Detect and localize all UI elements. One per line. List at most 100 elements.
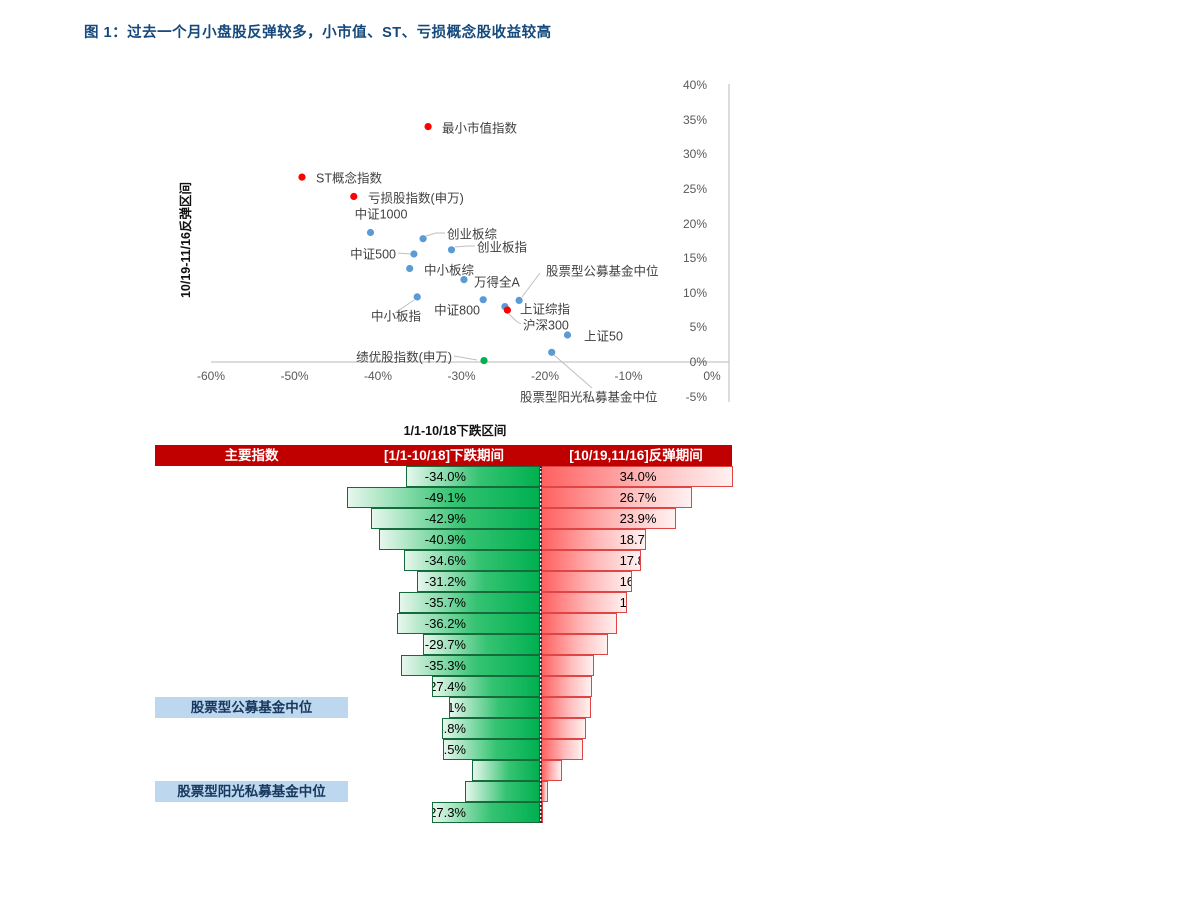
y-axis-title: 10/19-11/16反弹区间 [179,181,193,299]
point-label: 股票型阳光私募基金中位 [520,390,658,405]
scatter-point [548,348,556,356]
point-label: ST概念指数 [316,171,382,186]
x-tick-label: -40% [363,369,392,383]
label-leader-line [394,299,415,314]
scatter-point [503,306,511,314]
down-value: -40.9% [424,532,466,547]
up-value: 18.7% [619,532,646,547]
point-label: 创业板综 [447,227,498,242]
table-row: -42.9% 23.9% [155,508,732,529]
down-value: -23.1% [449,700,466,715]
row-index-name: 股票型公募基金中位 [155,697,348,718]
label-leader-line [454,245,475,248]
table-row: -27.3% [155,802,732,823]
up-bar: 18.7% [541,529,647,550]
table-row: -31.2% 16.2% [155,571,732,592]
down-bar: -49.1% [346,487,540,508]
table-row: 股票型公募基金中位 -23.1% [155,697,732,718]
down-bar: -34.6% [403,550,540,571]
point-label: 中证500 [350,247,396,262]
up-bar [541,781,549,802]
scatter-point [298,173,306,181]
x-tick-label: -20% [530,369,559,383]
point-label: 中小板综 [424,263,475,278]
down-bar: -34.0% [406,466,540,487]
down-bar: -24.5% [443,739,540,760]
x-tick-label: -10% [614,369,643,383]
label-leader-line [521,272,541,298]
up-bar [541,613,618,634]
up-value: 17.8% [619,553,641,568]
scatter-point [480,357,488,365]
table-row: -35.3% [155,655,732,676]
down-bar: -27.3% [432,802,540,823]
table-row: -49.1% 26.7% [155,487,732,508]
y-tick-label: -5% [685,389,707,404]
scatter-point [563,331,572,339]
down-value: -42.9% [424,511,466,526]
down-bar [471,760,540,781]
point-label: 绩优股指数(申万) [356,350,452,365]
up-bar [541,718,587,739]
up-bar: 34.0% [541,466,733,487]
up-bar [541,655,594,676]
point-label: 上证50 [584,329,623,344]
up-bar [541,634,609,655]
down-value: -27.4% [433,679,466,694]
point-label: 上证综指 [520,302,571,317]
down-value: -24.8% [443,721,466,736]
header-rebound-period: [10/19,11/16]反弹期间 [569,448,703,463]
table-row: 股票型阳光私募基金中位 [155,781,732,802]
up-bar: 23.9% [541,508,676,529]
table-row [155,760,732,781]
up-value: 34.0% [619,469,657,484]
scatter-point [406,264,414,273]
point-label: 最小市值指数 [442,121,518,136]
scatter-plot: 40% 35% 30% 25% 20% 15% 10% 5% 0% -5% -60% -50% -40%… [155,63,732,445]
point-label: 沪深300 [523,318,569,333]
x-tick-label: -50% [280,369,309,383]
y-tick-label: 10% [682,285,707,300]
point-label: 万得全A [474,275,520,290]
x-tick-label: -30% [447,369,476,383]
down-bar: -40.9% [378,529,540,550]
label-leader-line [453,355,478,361]
scatter-point [515,296,523,304]
up-bar [541,760,563,781]
down-value: -31.2% [424,574,466,589]
y-tick-label: 20% [682,216,707,231]
scatter-point [419,235,427,243]
up-value: 26.7% [619,490,657,505]
table-row: -34.6% 17.8% [155,550,732,571]
header-main-index: 主要指数 [224,448,279,463]
down-value: -35.3% [424,658,466,673]
index-table: 主要指数 [1/1-10/18]下跌期间 [10/19,11/16]反弹期间 -… [155,445,733,823]
y-tick-label: 5% [689,320,707,335]
y-tick-label: 35% [682,112,707,127]
table-rows: -34.0% 34.0% -49.1% 26.7% -42.9% 23.9% -40.9% 1… [155,466,733,823]
table-row: -34.0% 34.0% [155,466,733,487]
scatter-point [447,246,456,254]
point-label: 中证1000 [354,207,408,222]
scatter-point [410,250,418,258]
down-value: -27.3% [433,805,466,820]
table-row: -24.8% [155,718,732,739]
down-bar [465,781,540,802]
y-tick-label: 30% [682,147,707,162]
table-row: -36.2% [155,613,732,634]
row-index-name: 股票型阳光私募基金中位 [155,781,348,802]
table-row: -40.9% 18.7% [155,529,732,550]
table-row: -35.7% 15.2% [155,592,732,613]
scatter-point [366,228,375,237]
up-bar [541,676,592,697]
down-bar: -31.2% [417,571,540,592]
down-bar: -27.4% [432,676,540,697]
down-value: -29.7% [424,637,466,652]
scatter-point [424,123,432,131]
down-value: -36.2% [424,616,466,631]
down-value: -24.5% [443,742,466,757]
up-bar [541,739,584,760]
down-value: -49.1% [424,490,466,505]
down-bar: -42.9% [370,508,540,529]
y-tick-label: 15% [682,251,707,266]
